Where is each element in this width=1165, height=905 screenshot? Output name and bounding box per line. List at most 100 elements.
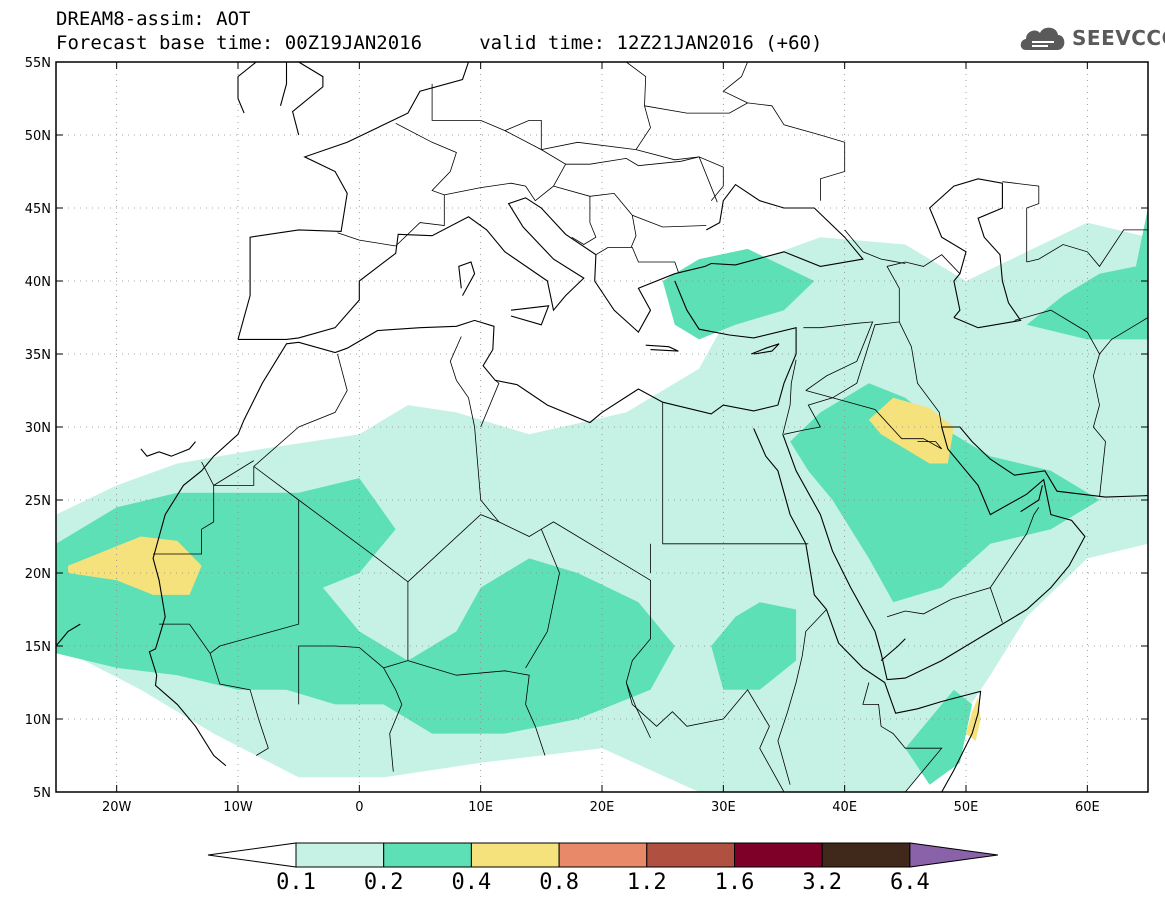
colorbar-swatch	[383, 842, 472, 868]
country-border	[783, 390, 834, 435]
country-border	[298, 499, 409, 705]
country-border	[625, 682, 785, 792]
aot-level-0.2-area	[662, 248, 815, 340]
colorbar-swatch	[295, 842, 385, 868]
coastline	[148, 280, 797, 767]
lat-label: 15N	[25, 640, 51, 655]
country-border	[886, 254, 961, 322]
colorbar-level-label: 1.6	[715, 870, 755, 895]
coastline	[237, 62, 470, 340]
country-border	[209, 653, 269, 756]
country-border	[474, 426, 500, 523]
aot-level-0.2-area	[905, 689, 973, 785]
country-border	[989, 587, 1003, 623]
coastline	[782, 426, 1148, 681]
country-border	[832, 321, 943, 428]
colorbar-swatch	[558, 842, 648, 868]
colorbar-level-label: 0.8	[539, 870, 579, 895]
coastline	[140, 441, 196, 457]
cloud-icon	[1020, 27, 1065, 50]
colorbar-over-arrow	[909, 842, 998, 868]
lat-label: 50N	[25, 129, 51, 144]
colorbar-level-label: 0.1	[276, 870, 316, 895]
lat-label: 10N	[25, 713, 51, 728]
colorbar-swatch	[734, 842, 823, 868]
aot-level-0.2-area	[711, 602, 797, 690]
lon-label: 30E	[711, 800, 736, 815]
lon-label: 20W	[102, 800, 132, 815]
coastline	[238, 183, 864, 340]
country-border	[722, 62, 748, 104]
aot-level-0.4-area	[868, 397, 954, 464]
colorbar-level-label: 1.2	[627, 870, 667, 895]
country-border	[777, 656, 803, 785]
coastline	[928, 178, 1022, 329]
axis-ticks: 55N 50N 45N 40N 35N 30N 25N 20N 15N 10N 5N 20W 10W 0 1…	[25, 56, 1148, 815]
lat-label: 40N	[25, 275, 51, 290]
coastline	[753, 428, 982, 792]
coastline	[56, 623, 81, 647]
colorbar-level-label: 6.4	[890, 870, 930, 895]
country-border	[153, 353, 348, 555]
colorbar-under-arrow	[207, 842, 297, 868]
colorbar-level-label: 3.2	[802, 870, 842, 895]
country-border	[644, 102, 846, 201]
seevccc-logo: SEEVCCC	[1018, 22, 1165, 54]
country-border	[395, 122, 457, 247]
coastline	[645, 344, 679, 352]
lon-label: 10E	[468, 800, 493, 815]
colorbar-swatch	[821, 842, 911, 868]
lat-label: 55N	[25, 56, 51, 71]
country-border	[886, 533, 1028, 618]
country-border	[1014, 309, 1106, 498]
country-border	[630, 215, 637, 248]
lat-label: 45N	[25, 202, 51, 217]
coastline	[458, 261, 476, 296]
lat-label: 5N	[33, 786, 51, 801]
country-border	[571, 196, 597, 245]
country-border	[862, 682, 943, 792]
aot-level-0.2-area	[56, 478, 675, 734]
lon-label: 60E	[1075, 800, 1100, 815]
country-border	[553, 185, 707, 228]
country-border	[782, 359, 797, 435]
aot-level-0.2-area	[1026, 208, 1148, 340]
country-border	[525, 529, 560, 669]
colorbar-level-label: 0.2	[364, 870, 404, 895]
colorbar: 0.1 0.2 0.4 0.8 1.2 1.6 3.2 6.4	[207, 842, 998, 895]
logo-text: SEEVCCC	[1072, 26, 1165, 50]
country-border	[565, 156, 718, 203]
lon-label: 50E	[954, 800, 979, 815]
country-border	[449, 336, 475, 428]
aot-level-0.4-area	[68, 536, 202, 595]
lon-label: 0	[355, 800, 363, 815]
coastline	[880, 638, 906, 662]
country-border	[480, 379, 500, 428]
coastline	[510, 305, 550, 326]
aot-level-0.1-area	[1026, 354, 1148, 442]
country-border	[1099, 317, 1148, 355]
country-border	[595, 246, 679, 273]
country-border	[383, 667, 403, 772]
country-border	[803, 321, 874, 391]
country-border	[504, 62, 651, 151]
coastline	[237, 62, 288, 114]
forecast-time-subtitle: Forecast base time: 00Z19JAN2016 valid t…	[56, 32, 823, 54]
lat-label: 25N	[25, 494, 51, 509]
aot-fields	[56, 208, 1148, 792]
lat-label: 20N	[25, 567, 51, 582]
coastline	[291, 62, 324, 136]
country-border	[337, 232, 396, 247]
colorbar-swatch	[646, 842, 735, 868]
country-border	[635, 149, 724, 201]
country-border	[832, 397, 943, 450]
country-border	[1002, 181, 1040, 262]
lon-label: 10W	[223, 800, 253, 815]
lon-label: 20E	[590, 800, 615, 815]
country-border	[407, 660, 546, 756]
aot-level-0.4-area	[966, 697, 981, 741]
coastline	[750, 343, 780, 355]
country-border	[1026, 507, 1040, 534]
lat-label: 30N	[25, 421, 51, 436]
